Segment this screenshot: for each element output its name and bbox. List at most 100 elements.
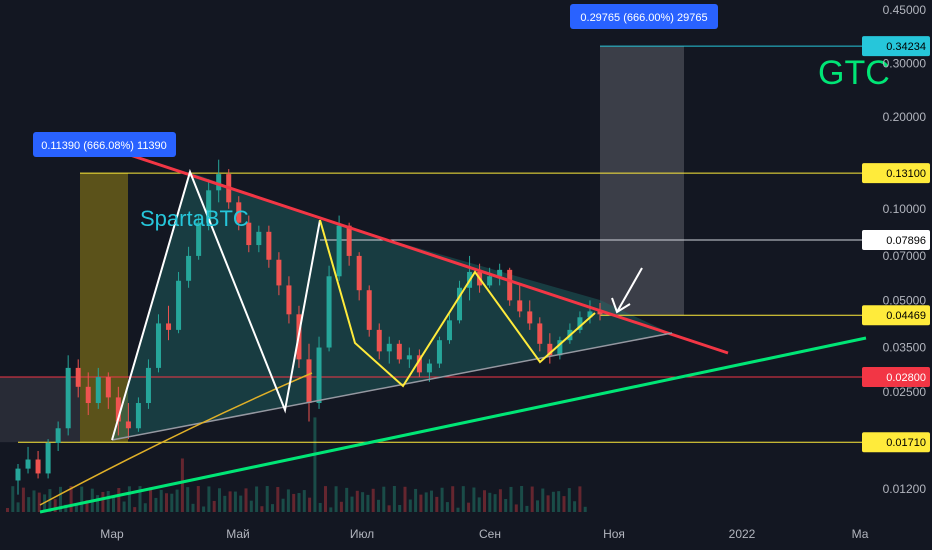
volume-bar: [16, 502, 20, 512]
x-tick-label: Ма: [852, 527, 869, 541]
volume-bar: [573, 501, 577, 512]
volume-bar: [345, 487, 349, 512]
candle-body: [256, 231, 262, 246]
volume-bar: [557, 491, 561, 512]
price-tag-label: 0.02800: [886, 372, 926, 384]
measure-label-left: 0.11390 (666.08%) 11390: [41, 140, 167, 152]
trend-drawings[interactable]: [39, 153, 867, 514]
candle-body: [25, 459, 31, 469]
price-tag: 0.13100: [862, 163, 930, 184]
volume-bar: [440, 487, 444, 512]
candle-body: [577, 317, 583, 330]
volume-bar: [218, 488, 221, 512]
volume-bar: [419, 494, 423, 512]
candle-body: [406, 355, 412, 360]
volume-bar: [69, 486, 73, 512]
measure-badge-top[interactable]: 0.29765 (666.00%) 29765: [570, 4, 718, 29]
price-tag-label: 0.01710: [886, 437, 926, 449]
candle: [547, 333, 553, 364]
volume-bar: [11, 486, 15, 512]
volume-bar: [435, 496, 439, 512]
volume-bar: [551, 491, 555, 512]
volume-bar: [350, 496, 354, 512]
volume-bar: [255, 486, 259, 512]
volume-bar: [27, 497, 31, 512]
candle-body: [386, 343, 392, 352]
volume-bar: [514, 504, 518, 512]
volume-bar: [483, 490, 486, 512]
price-tag: 0.02800: [862, 367, 930, 388]
candle: [75, 359, 81, 398]
candle-body: [426, 363, 432, 373]
volume-bar: [223, 495, 227, 512]
candle: [65, 355, 71, 436]
candle-body: [65, 367, 71, 429]
candle: [587, 300, 593, 324]
volume-bar: [398, 505, 402, 512]
candle: [105, 372, 111, 409]
candle: [396, 340, 402, 364]
candle: [356, 252, 362, 301]
volume-bar: [472, 487, 476, 512]
candle: [15, 463, 21, 495]
candle-body: [45, 442, 51, 474]
price-tag-bg: [862, 163, 930, 184]
candle: [346, 222, 352, 266]
volume-bar: [175, 489, 179, 512]
volume-bar: [106, 490, 110, 512]
candle-body: [557, 340, 563, 356]
volume-bar: [96, 495, 100, 512]
candle-body: [366, 290, 372, 330]
price-tag-bg: [862, 367, 930, 388]
candle: [416, 349, 422, 378]
candle-body: [85, 386, 91, 404]
candle-body: [246, 222, 252, 246]
candle-body: [135, 403, 141, 429]
symbol-label: GTC: [818, 54, 890, 92]
price-tag-bg: [862, 36, 930, 57]
candle: [186, 246, 192, 288]
price-tag-label: 0.07896: [886, 235, 926, 247]
candle: [135, 397, 141, 432]
candle-body: [457, 287, 463, 321]
volume-bar: [408, 499, 412, 512]
volume-bar: [64, 504, 68, 512]
volume-bar: [355, 490, 359, 512]
volume-bar: [567, 488, 571, 512]
price-axis[interactable]: 0.45000 0.30000 0.20000 0.10000 0.07000 0.050…: [883, 3, 927, 496]
volume-bar: [122, 501, 126, 512]
volume-bar: [244, 488, 248, 512]
volume-bar: [313, 417, 317, 512]
candle: [336, 215, 342, 281]
curved-support: [39, 372, 313, 506]
candle-body: [326, 276, 332, 348]
volume-bar: [165, 493, 168, 512]
volume-bar: [80, 486, 84, 512]
candlesticks[interactable]: [15, 159, 603, 495]
y-tick-label: 0.05000: [883, 293, 927, 307]
volume-bar: [361, 492, 365, 512]
candle: [176, 271, 182, 334]
measure-label-top: 0.29765 (666.00%) 29765: [580, 12, 707, 24]
candle-body: [346, 225, 352, 256]
price-tag-label: 0.34234: [886, 41, 926, 53]
volume-bar: [520, 486, 524, 512]
volume-bar: [488, 492, 492, 512]
volume-bar: [21, 487, 25, 512]
volume-bar: [133, 507, 137, 512]
volume-bar: [6, 508, 9, 512]
volume-bar: [53, 499, 57, 512]
volume-bar: [377, 499, 380, 512]
candle: [286, 276, 292, 324]
candle: [25, 446, 31, 474]
measure-badge-left[interactable]: 0.11390 (666.08%) 11390: [33, 132, 176, 157]
candle-body: [55, 428, 61, 443]
volume-bar: [382, 486, 386, 512]
volume-bar: [308, 497, 312, 512]
volume-bar: [318, 502, 322, 512]
price-tag-label: 0.04469: [886, 310, 926, 322]
time-axis[interactable]: Мар Май Июл Сен Ноя 2022 Ма: [100, 527, 868, 541]
volume-bar: [207, 486, 211, 512]
x-tick-label: Май: [226, 527, 250, 541]
